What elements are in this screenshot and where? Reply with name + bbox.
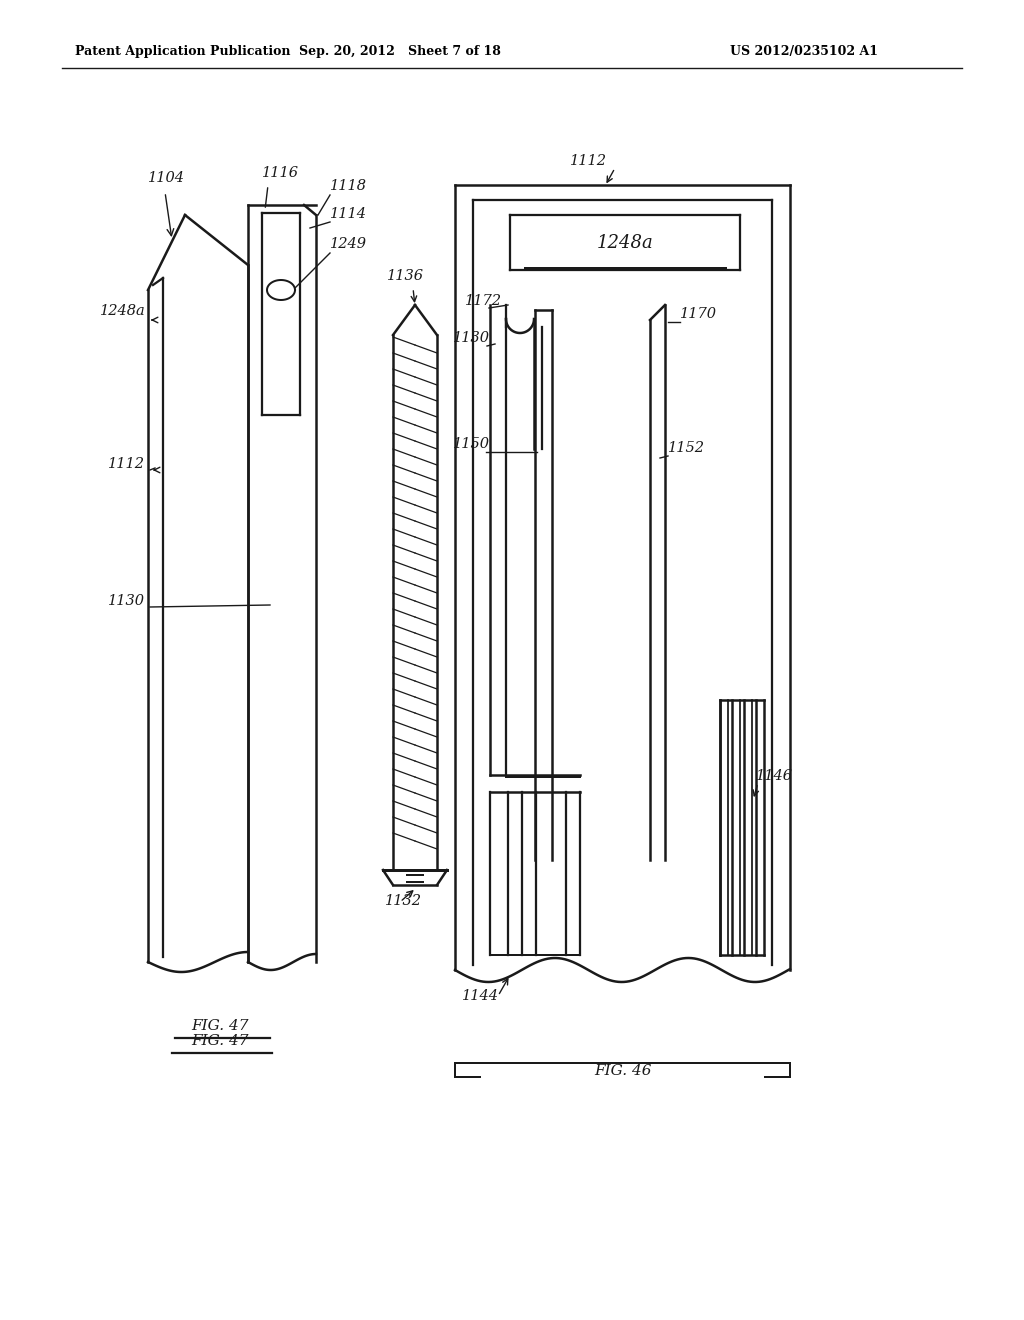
Text: 1170: 1170	[680, 308, 717, 321]
Text: 1116: 1116	[262, 166, 299, 180]
Text: 1104: 1104	[148, 172, 185, 185]
Text: 1130: 1130	[453, 331, 490, 345]
Text: 1130: 1130	[108, 594, 145, 609]
Text: 1248a: 1248a	[597, 234, 653, 252]
Text: 1248a: 1248a	[100, 304, 145, 318]
Text: Sep. 20, 2012   Sheet 7 of 18: Sep. 20, 2012 Sheet 7 of 18	[299, 45, 501, 58]
Text: 1118: 1118	[330, 180, 367, 193]
Text: 1249: 1249	[330, 238, 367, 251]
Text: Patent Application Publication: Patent Application Publication	[75, 45, 291, 58]
Text: 1114: 1114	[330, 207, 367, 220]
Text: 1136: 1136	[387, 269, 424, 282]
Text: 1146: 1146	[756, 770, 793, 783]
Text: 1144: 1144	[462, 989, 499, 1003]
Text: US 2012/0235102 A1: US 2012/0235102 A1	[730, 45, 878, 58]
Text: 1172: 1172	[465, 294, 502, 308]
Text: 1112: 1112	[570, 154, 607, 168]
Text: 1112: 1112	[108, 457, 145, 471]
Text: 1150: 1150	[453, 437, 490, 451]
Text: FIG. 46: FIG. 46	[594, 1064, 651, 1078]
Text: FIG. 47: FIG. 47	[191, 1034, 249, 1048]
Text: 1132: 1132	[385, 894, 422, 908]
Text: 1152: 1152	[668, 441, 705, 455]
Text: FIG. 47: FIG. 47	[191, 1019, 249, 1034]
